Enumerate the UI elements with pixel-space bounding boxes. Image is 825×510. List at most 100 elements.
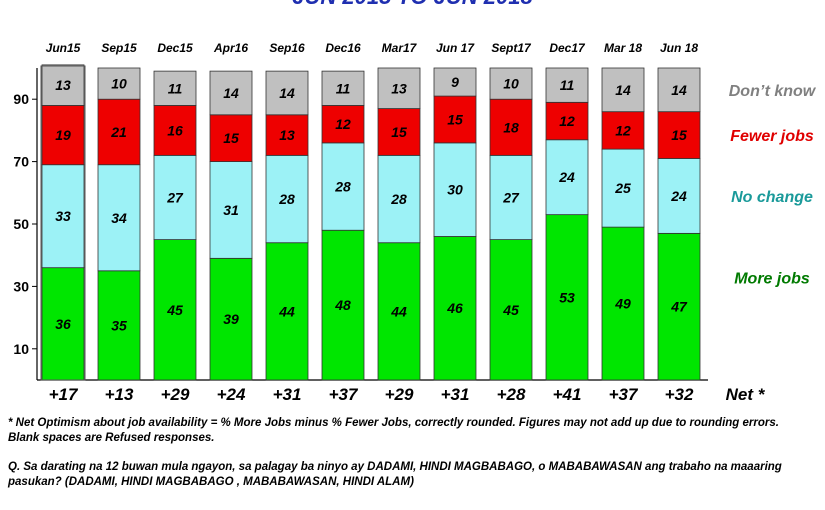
net-axis-label: Net * (726, 385, 766, 404)
category-label: Apr16 (213, 41, 248, 55)
bar-value-label: 47 (670, 299, 688, 315)
bar-value-label: 28 (390, 191, 407, 207)
bar-value-label: 27 (502, 189, 520, 205)
bar-value-label: 14 (279, 85, 295, 101)
bar-value-label: 11 (168, 80, 183, 96)
bar-segment (601, 148, 645, 228)
bar-segment (657, 158, 701, 234)
bar-segment (321, 142, 365, 231)
bar-segment (489, 154, 533, 240)
bar-segment (321, 105, 365, 144)
bar-value-label: 12 (559, 113, 575, 129)
y-tick-label: 50 (13, 216, 29, 232)
category-label: Sep15 (101, 41, 137, 55)
category-label: Dec15 (157, 41, 193, 55)
bar-segment (545, 67, 589, 103)
survey-question: Q. Sa darating na 12 buwan mula ngayon, … (8, 461, 782, 488)
bar-value-label: 12 (615, 122, 631, 138)
bar-value-label: 53 (559, 289, 575, 305)
net-value-label: +29 (385, 385, 414, 404)
footnote: * Net Optimism about job availability = … (8, 417, 779, 444)
net-value-label: +41 (553, 385, 582, 404)
bar-segment (601, 226, 645, 381)
category-label: Jun 18 (660, 41, 698, 55)
net-value-label: +13 (105, 385, 134, 404)
bar-segment (377, 108, 421, 156)
bar-value-label: 49 (614, 296, 631, 312)
category-label: Mar 18 (604, 41, 642, 55)
bar-value-label: 34 (111, 210, 127, 226)
bar-value-label: 9 (451, 74, 459, 90)
bar-segment (265, 242, 309, 381)
bar-segment (41, 164, 85, 269)
bar-segment (545, 139, 589, 216)
bar-segment (97, 164, 141, 272)
legend-label: Fewer jobs (730, 128, 814, 145)
bar-segment (601, 111, 645, 150)
first-column-outline (40, 65, 86, 381)
bar-segment (433, 95, 477, 144)
y-tick-label: 90 (13, 91, 29, 107)
bar-value-label: 12 (335, 116, 351, 132)
bar-value-label: 36 (55, 316, 71, 332)
bar-segment (489, 239, 533, 381)
bar-segment (377, 242, 421, 381)
net-value-label: +31 (441, 385, 470, 404)
bar-value-label: 39 (223, 311, 239, 327)
bar-segment (97, 67, 141, 100)
net-value-label: +37 (329, 385, 359, 404)
bar-value-label: 15 (447, 111, 463, 127)
bar-segment (657, 232, 701, 381)
net-value-label: +28 (497, 385, 526, 404)
bar-segment (657, 67, 701, 113)
bar-segment (545, 101, 589, 141)
net-value-label: +29 (161, 385, 190, 404)
net-value-label: +17 (49, 385, 79, 404)
bar-segment (209, 257, 253, 381)
bar-value-label: 11 (336, 80, 351, 96)
bar-value-label: 44 (278, 303, 295, 319)
bar-segment (377, 67, 421, 109)
bar-value-label: 30 (447, 182, 463, 198)
bar-value-label: 21 (110, 124, 127, 140)
bar-segment (265, 70, 309, 116)
bar-value-label: 15 (391, 124, 407, 140)
bar-segment (41, 64, 85, 106)
net-value-label: +32 (665, 385, 694, 404)
category-label: Dec16 (325, 41, 361, 55)
bar-value-label: 14 (671, 82, 687, 98)
net-value-label: +37 (609, 385, 639, 404)
bar-segment (209, 70, 253, 116)
bar-segment (601, 67, 645, 113)
legend-label: More jobs (734, 270, 810, 287)
bar-value-label: 14 (615, 82, 631, 98)
bar-segment (153, 105, 197, 156)
category-label: Sep16 (269, 41, 305, 55)
chart-title: JUN 2015 TO JUN 2018 (0, 0, 825, 10)
bar-segment (265, 114, 309, 156)
stacked-bar-chart: 10 30 50 70 90 36 33 19 13 Jun15 +17 35 34 21 10 Sep15 +… (13, 41, 817, 404)
bar-value-label: 15 (671, 127, 687, 143)
bar-value-label: 19 (55, 127, 71, 143)
bar-segment (209, 114, 253, 163)
bar-segment (433, 142, 477, 237)
bar-value-label: 25 (614, 180, 631, 196)
bar-value-label: 48 (334, 297, 351, 313)
y-tick-label: 70 (13, 154, 29, 170)
bar-value-label: 33 (55, 208, 71, 224)
category-label: Dec17 (549, 41, 586, 55)
bar-segment (657, 111, 701, 159)
category-label: Jun 17 (436, 41, 475, 55)
bar-value-label: 18 (503, 119, 519, 135)
bar-value-label: 16 (167, 122, 183, 138)
bar-value-label: 13 (279, 127, 295, 143)
y-tick-label: 30 (13, 278, 29, 294)
legend-label: Don’t know (729, 83, 817, 100)
bar-value-label: 45 (502, 302, 519, 318)
bar-segment (265, 154, 309, 244)
bar-value-label: 44 (390, 303, 407, 319)
y-tick-label: 10 (13, 341, 29, 357)
bar-segment (209, 161, 253, 259)
bar-value-label: 11 (560, 77, 575, 93)
bar-segment (545, 214, 589, 381)
